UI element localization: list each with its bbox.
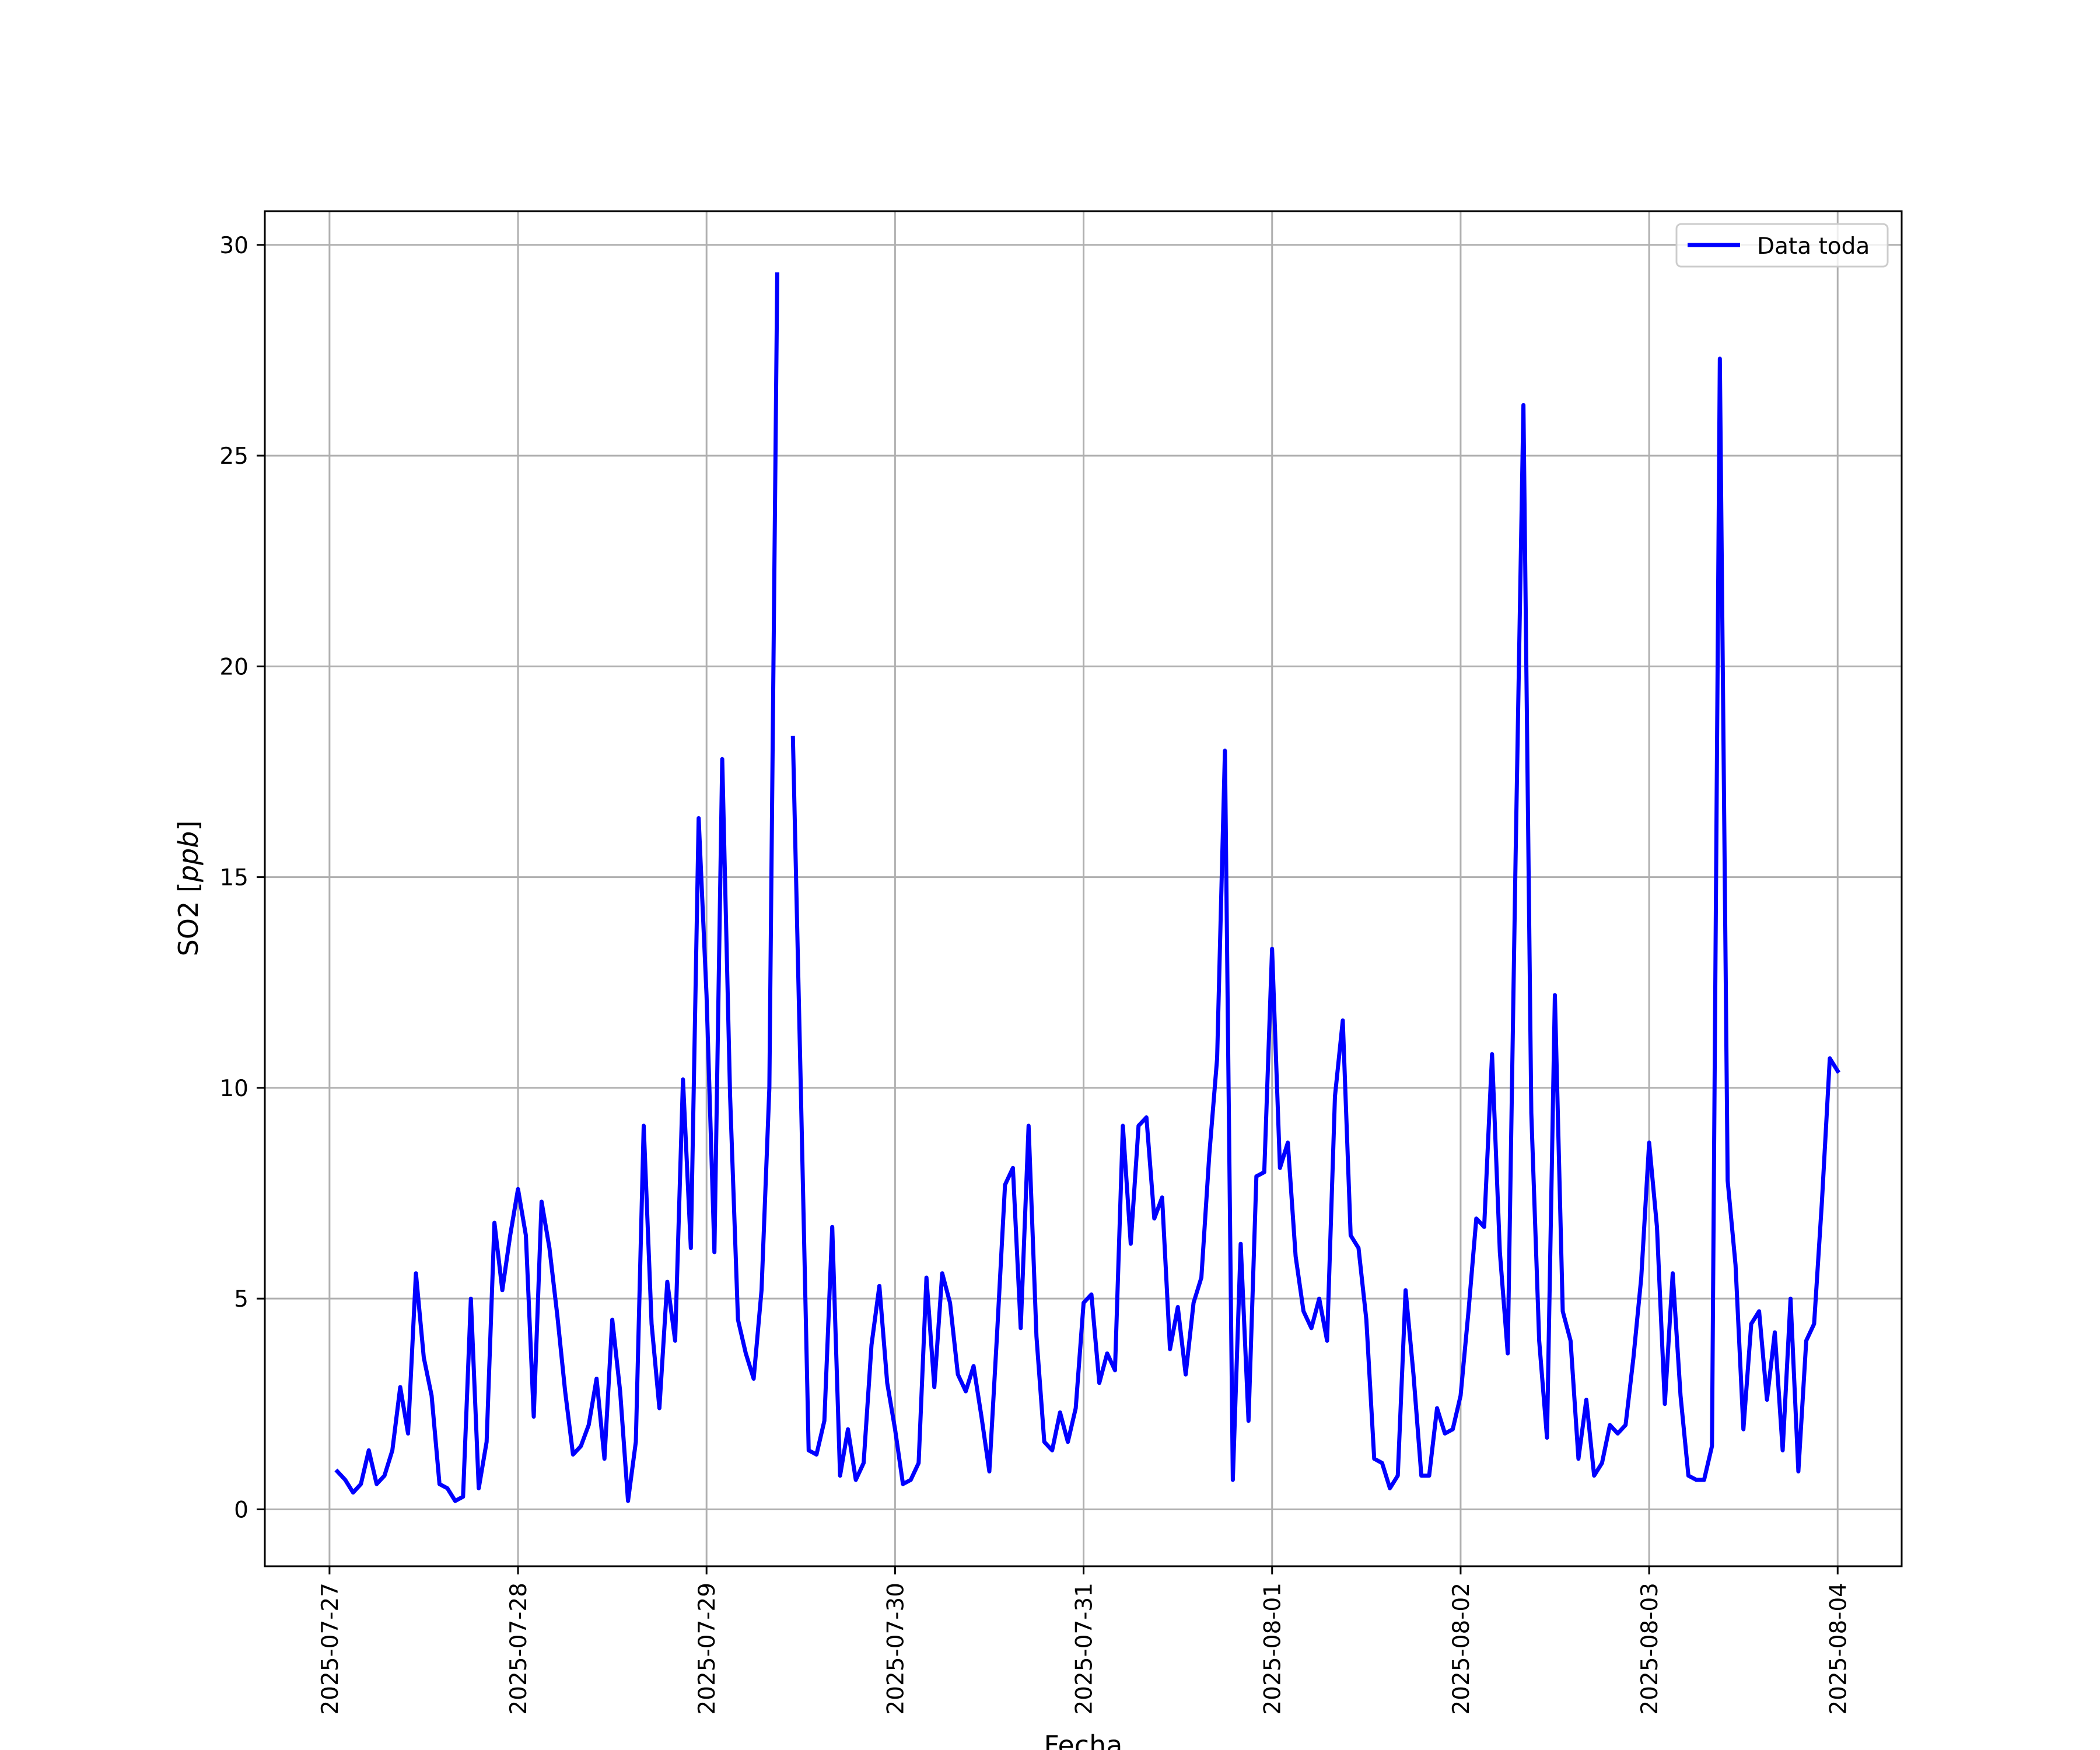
y-tick-label: 20 [219, 654, 249, 680]
y-axis-label-unit: ppb [173, 831, 204, 883]
y-tick-label: 0 [234, 1497, 249, 1523]
legend-box [1675, 223, 1889, 268]
y-tick-label: 25 [219, 443, 249, 470]
y-tick-label: 15 [219, 865, 249, 891]
grid [265, 211, 1902, 1566]
y-tick-label: 10 [219, 1076, 249, 1102]
x-tick-label: 2025-08-01 [1260, 1583, 1286, 1715]
y-tick-label: 30 [219, 233, 249, 259]
x-tick-label: 2025-07-31 [1072, 1583, 1098, 1715]
series-layer [334, 272, 1841, 1503]
y-axis-label-plain: SO2 [ [173, 882, 204, 956]
x-tick-label: 2025-07-29 [694, 1583, 720, 1715]
x-tick-label: 2025-08-02 [1448, 1583, 1475, 1715]
x-tick-label: 2025-07-30 [883, 1583, 909, 1715]
x-tick-label: 2025-07-27 [317, 1583, 344, 1715]
x-tick-label: 2025-08-03 [1637, 1583, 1663, 1715]
legend-label: Data toda [1757, 233, 1870, 260]
y-axis-label-close: ] [173, 821, 204, 831]
x-tick-label: 2025-08-04 [1825, 1583, 1852, 1715]
series-line [334, 272, 1841, 1503]
x-tick-label: 2025-07-28 [506, 1583, 532, 1715]
x-axis-label: Fecha [1044, 1730, 1123, 1750]
y-axis: 0 5 10 15 20 25 30 [219, 233, 265, 1523]
y-axis-label: SO2 [ppb] [173, 821, 204, 957]
x-axis: 2025-07-27 2025-07-28 2025-07-29 2025-07-30… [317, 1566, 1852, 1715]
legend: Data toda [1675, 223, 1889, 268]
y-tick-label: 5 [234, 1286, 249, 1312]
